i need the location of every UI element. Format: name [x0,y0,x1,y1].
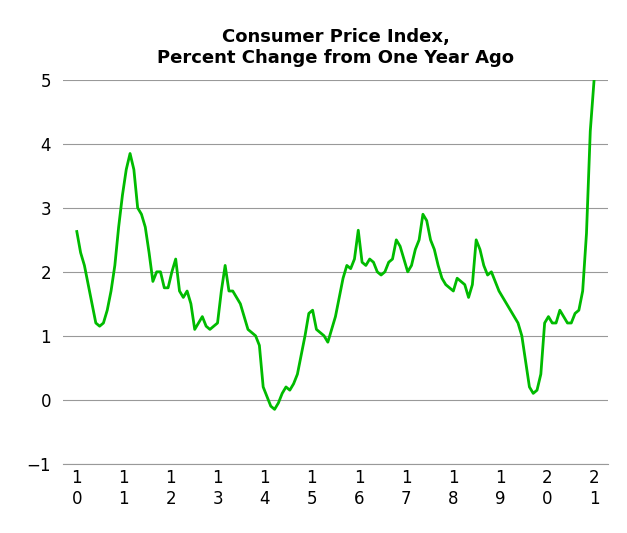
Title: Consumer Price Index,
Percent Change from One Year Ago: Consumer Price Index, Percent Change fro… [157,28,514,67]
